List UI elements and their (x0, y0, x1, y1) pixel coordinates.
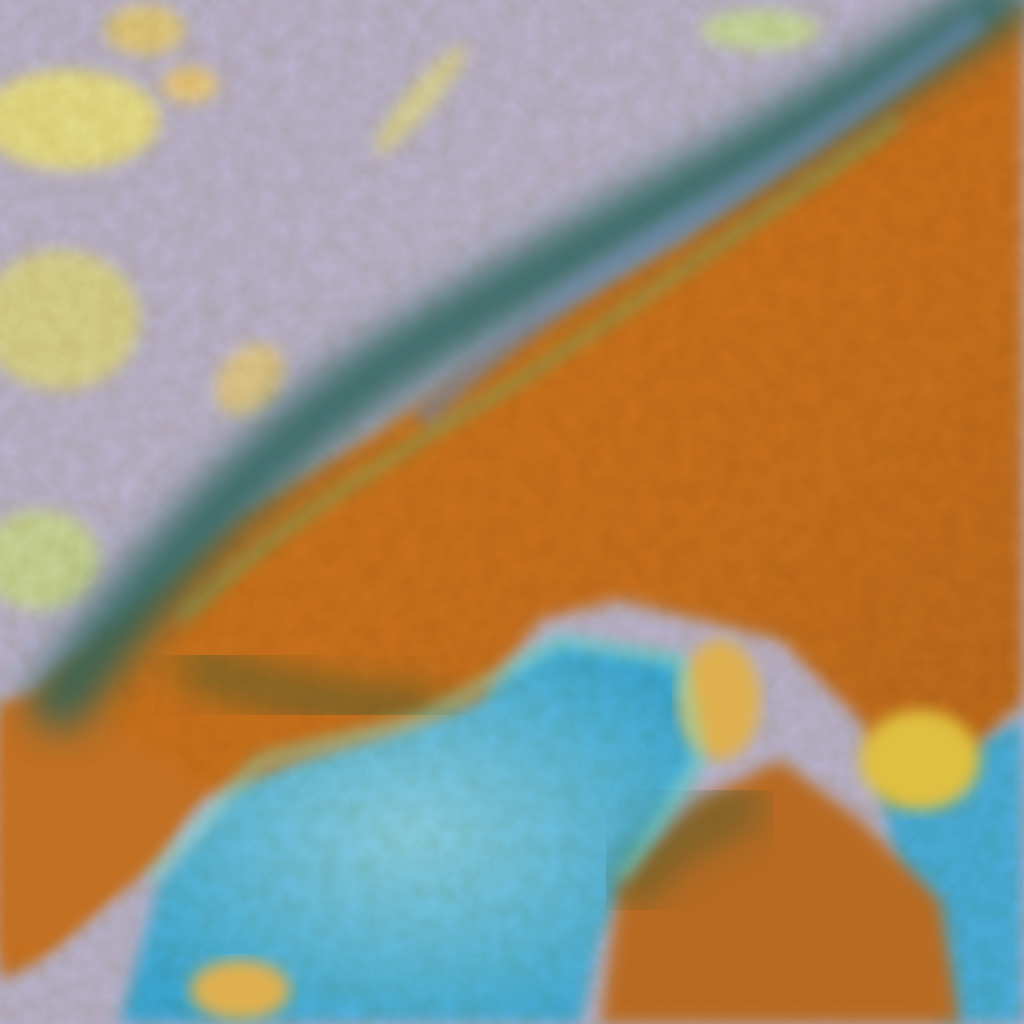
frontal-cloud-band (30, 0, 1024, 730)
lower-dark-band (172, 641, 441, 730)
cloud-edge (146, 634, 706, 884)
cloud-mass-lower-left (0, 700, 200, 960)
frontal-band-edge (177, 117, 902, 623)
yellow-cloud-right (860, 710, 980, 810)
yellow-cloud-bottom (190, 960, 290, 1020)
frontal-band-highlight (411, 10, 988, 429)
lower-right-dark-band (599, 776, 768, 915)
yellow-cloud-center (680, 640, 760, 760)
